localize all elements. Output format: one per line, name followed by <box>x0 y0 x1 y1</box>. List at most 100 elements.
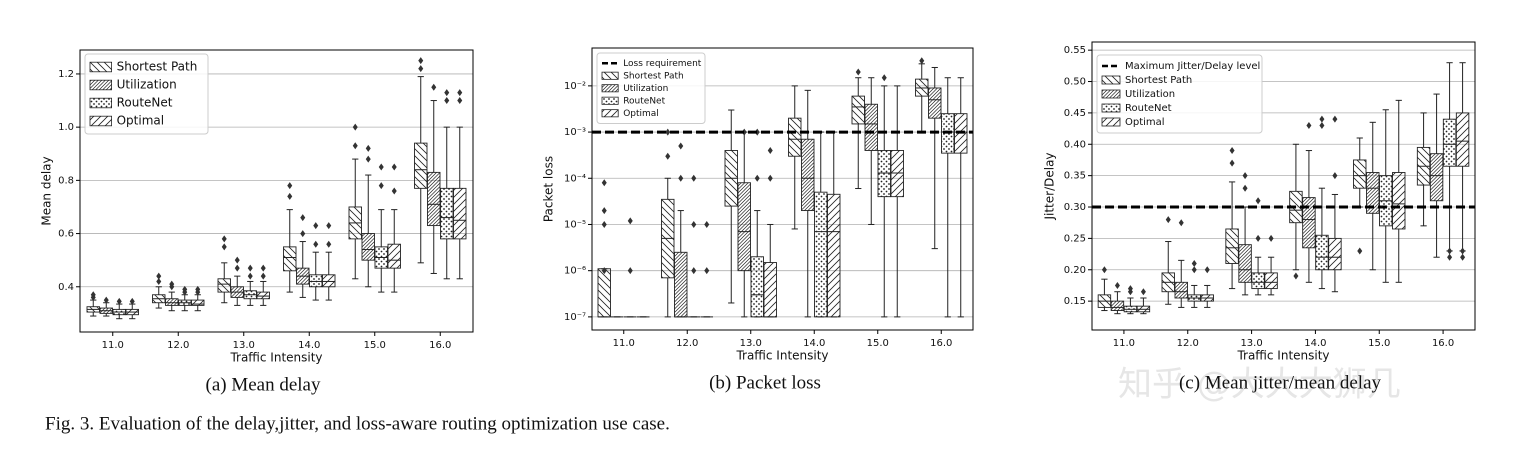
flier <box>1114 281 1120 289</box>
x-tick-label: 12.0 <box>676 338 698 349</box>
x-axis-label: Traffic Intensity <box>735 349 828 363</box>
box <box>750 256 764 318</box>
box <box>440 187 454 240</box>
y-tick-label: 0.20 <box>1064 265 1086 276</box>
x-tick-label: 14.0 <box>803 338 825 349</box>
flier <box>1447 253 1453 261</box>
box <box>1429 153 1444 202</box>
flier <box>103 296 109 304</box>
legend-swatch <box>1101 89 1121 99</box>
flier <box>627 217 633 225</box>
legend-swatch <box>1101 103 1121 113</box>
x-tick-label: 11.0 <box>1113 338 1135 349</box>
box <box>453 187 467 240</box>
flier <box>221 243 227 251</box>
flier <box>234 264 240 272</box>
y-tick-label: 10⁻⁷ <box>564 312 586 323</box>
box <box>674 251 688 318</box>
box <box>322 274 336 288</box>
legend-label: Optimal <box>117 114 164 128</box>
y-tick-label: 10⁻⁶ <box>564 266 586 277</box>
flier <box>326 222 332 230</box>
plot-frame <box>79 49 474 333</box>
flier <box>767 174 773 182</box>
legend-swatch <box>601 109 619 118</box>
flier <box>1332 172 1338 180</box>
y-tick-label: 0.50 <box>1064 77 1086 88</box>
box <box>1238 244 1252 283</box>
flier <box>855 68 861 76</box>
box <box>801 138 815 212</box>
flier <box>116 297 122 305</box>
x-tick-label: 14.0 <box>1304 338 1326 349</box>
box <box>309 274 323 288</box>
legend-swatch <box>601 71 619 80</box>
flier <box>691 174 697 182</box>
flier <box>678 142 684 150</box>
legend-swatch <box>1101 75 1121 85</box>
legend-swatch <box>89 97 113 109</box>
flier <box>1165 216 1171 224</box>
flier <box>601 267 607 275</box>
x-tick-label: 15.0 <box>364 340 386 351</box>
box <box>827 193 841 318</box>
flier <box>704 267 710 275</box>
flier <box>1357 247 1363 255</box>
x-tick-label: 11.0 <box>102 340 124 351</box>
flier <box>300 230 306 238</box>
flier <box>260 264 266 272</box>
legend-label: Optimal <box>623 109 659 119</box>
flier <box>919 57 925 65</box>
legend-label: Loss requirement <box>623 59 702 69</box>
flier <box>418 57 424 65</box>
flier <box>431 83 437 91</box>
x-axis-label: Traffic Intensity <box>229 351 322 365</box>
flier <box>195 285 201 293</box>
flier <box>444 97 450 105</box>
flier <box>156 272 162 280</box>
y-tick-label: 0.35 <box>1064 171 1086 182</box>
flier <box>365 144 371 152</box>
legend-label: RouteNet <box>117 96 173 110</box>
x-tick-label: 13.0 <box>233 340 255 351</box>
legend-swatch <box>601 84 619 93</box>
y-tick-label: 0.6 <box>58 229 74 240</box>
box <box>361 233 375 261</box>
flier <box>378 163 384 171</box>
legend-label: Shortest Path <box>1125 75 1192 86</box>
flier <box>1460 253 1466 261</box>
flier <box>444 89 450 97</box>
flier <box>1229 159 1235 167</box>
x-tick-label: 12.0 <box>167 340 189 351</box>
box <box>1328 237 1342 271</box>
box <box>1264 272 1278 290</box>
flier <box>704 220 710 228</box>
flier <box>601 220 607 228</box>
flier <box>1178 219 1184 227</box>
flier <box>678 174 684 182</box>
y-axis-label: Packet loss <box>542 156 556 222</box>
y-tick-label: 0.15 <box>1064 296 1086 307</box>
x-tick-label: 13.0 <box>1240 338 1262 349</box>
flier <box>326 240 332 248</box>
flier <box>1242 184 1248 192</box>
x-axis-label: Traffic Intensity <box>1236 349 1329 363</box>
flier <box>129 297 135 305</box>
flier <box>1332 115 1338 123</box>
legend-swatch <box>89 79 113 91</box>
legend-label: RouteNet <box>1125 103 1172 114</box>
flier <box>1306 121 1312 129</box>
box <box>387 243 401 269</box>
legend-label: Utilization <box>117 78 177 92</box>
flier <box>601 207 607 215</box>
caption: (b) Packet loss <box>709 372 821 393</box>
flier <box>234 256 240 264</box>
flier <box>391 187 397 195</box>
legend-label: Utilization <box>1125 89 1175 100</box>
x-tick-label: 16.0 <box>429 340 451 351</box>
y-tick-label: 0.25 <box>1064 233 1086 244</box>
flier <box>221 235 227 243</box>
box <box>256 291 270 300</box>
plot-frame <box>1091 41 1476 331</box>
